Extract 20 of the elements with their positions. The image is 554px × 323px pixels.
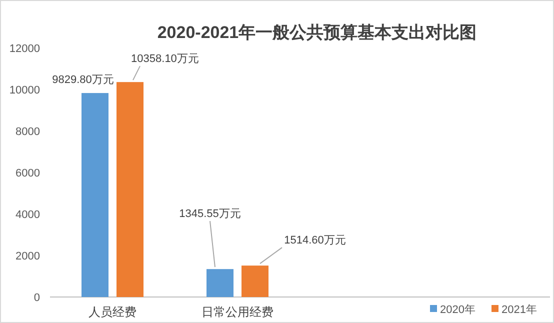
bar [206,269,234,297]
legend-label: 2021年 [501,304,537,316]
data-label: 1345.55万元 [179,208,241,220]
y-tick-label: 0 [34,292,40,304]
bar [82,93,108,297]
chart-title: 2020-2021年一般公共预算基本支出对比图 [157,23,477,42]
data-label: 9829.80万元 [52,74,114,86]
bar [242,266,268,297]
data-label: 10358.10万元 [131,53,199,66]
x-tick-label: 人员经费 [88,305,136,319]
y-tick-label: 10000 [9,84,40,96]
data-label: 1514.60万元 [284,234,346,247]
bar [116,82,144,297]
y-tick-label: 6000 [16,168,40,180]
y-tick-label: 8000 [16,126,40,138]
legend-label: 2020年 [440,304,476,316]
x-tick-label: 日常公用经费 [202,305,274,319]
y-tick-label: 2000 [16,250,40,262]
y-tick-label: 12000 [9,43,40,55]
y-tick-label: 4000 [16,209,40,221]
